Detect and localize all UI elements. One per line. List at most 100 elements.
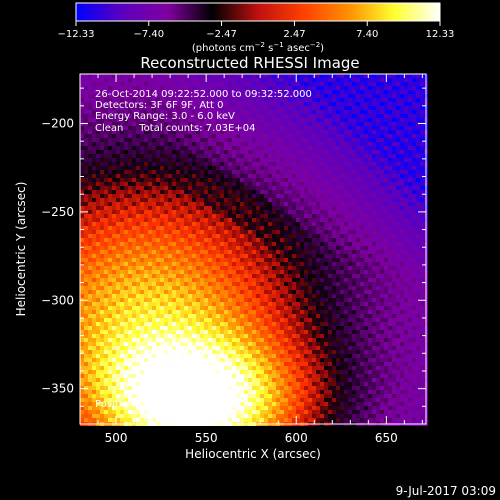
heatmap-cell [120,254,124,258]
heatmap-cell [352,290,356,294]
heatmap-cell [232,110,236,114]
heatmap-cell [224,134,228,138]
heatmap-cell [268,126,272,130]
heatmap-cell [364,286,368,290]
heatmap-cell [392,138,396,142]
heatmap-cell [160,134,164,138]
heatmap-cell [112,254,116,258]
heatmap-cell [204,82,208,86]
heatmap-cell [120,218,124,222]
heatmap-cell [80,290,84,294]
heatmap-cell [420,202,424,206]
heatmap-cell [248,78,252,82]
heatmap-cell [392,298,396,302]
heatmap-cell [240,122,244,126]
heatmap-cell [240,138,244,142]
heatmap-cell [100,138,104,142]
heatmap-cell [252,286,256,290]
heatmap-cell [368,170,372,174]
heatmap-cell [340,138,344,142]
heatmap-cell [92,194,96,198]
heatmap-cell [272,82,276,86]
heatmap-cell [168,274,172,278]
heatmap-cell [232,174,236,178]
heatmap-cell [256,158,260,162]
heatmap-cell [136,278,140,282]
heatmap-cell [112,182,116,186]
heatmap-cell [404,242,408,246]
heatmap-cell [376,298,380,302]
heatmap-cell [212,258,216,262]
heatmap-cell [148,226,152,230]
heatmap-cell [140,174,144,178]
heatmap-cell [336,146,340,150]
heatmap-cell [228,114,232,118]
heatmap-cell [344,278,348,282]
heatmap-cell [344,110,348,114]
heatmap-cell [352,94,356,98]
heatmap-cell [268,118,272,122]
heatmap-cell [416,134,420,138]
heatmap-cell [152,98,156,102]
heatmap-cell [344,218,348,222]
heatmap-cell [408,86,412,90]
heatmap-cell [320,242,324,246]
heatmap-cell [336,210,340,214]
heatmap-cell [148,150,152,154]
heatmap-cell [152,138,156,142]
heatmap-cell [128,130,132,134]
heatmap-cell [156,118,160,122]
heatmap-cell [344,270,348,274]
heatmap-cell [104,194,108,198]
heatmap-cell [116,290,120,294]
heatmap-cell [384,262,388,266]
heatmap-cell [124,142,128,146]
heatmap-cell [272,158,276,162]
heatmap-cell [264,298,268,302]
heatmap-cell [396,182,400,186]
heatmap-cell [288,158,292,162]
heatmap-cell [296,110,300,114]
heatmap-cell [148,206,152,210]
heatmap-cell [364,86,368,90]
heatmap-cell [388,114,392,118]
heatmap-cell [184,226,188,230]
heatmap-cell [392,222,396,226]
heatmap-cell [120,134,124,138]
heatmap-cell [420,170,424,174]
heatmap-cell [80,198,84,202]
heatmap-cell [208,198,212,202]
heatmap-cell [368,74,372,78]
heatmap-cell [408,210,412,214]
heatmap-cell [192,234,196,238]
heatmap-cell [88,246,92,250]
heatmap-cell [408,266,412,270]
heatmap-cell [136,146,140,150]
heatmap-cell [124,138,128,142]
heatmap-cell [408,262,412,266]
heatmap-cell [420,102,424,106]
heatmap-cell [256,130,260,134]
heatmap-cell [344,138,348,142]
heatmap-cell [128,258,132,262]
heatmap-cell [324,90,328,94]
heatmap-cell [92,82,96,86]
heatmap-cell [192,246,196,250]
heatmap-cell [388,274,392,278]
heatmap-cell [320,150,324,154]
heatmap-cell [336,170,340,174]
heatmap-cell [164,242,168,246]
heatmap-cell [364,74,368,78]
heatmap-cell [268,170,272,174]
heatmap-cell [252,266,256,270]
heatmap-cell [260,194,264,198]
heatmap-cell [248,246,252,250]
heatmap-cell [84,158,88,162]
heatmap-cell [252,294,256,298]
heatmap-cell [280,110,284,114]
heatmap-cell [308,246,312,250]
heatmap-cell [252,74,256,78]
heatmap-cell [320,238,324,242]
heatmap-cell [160,150,164,154]
heatmap-cell [164,254,168,258]
